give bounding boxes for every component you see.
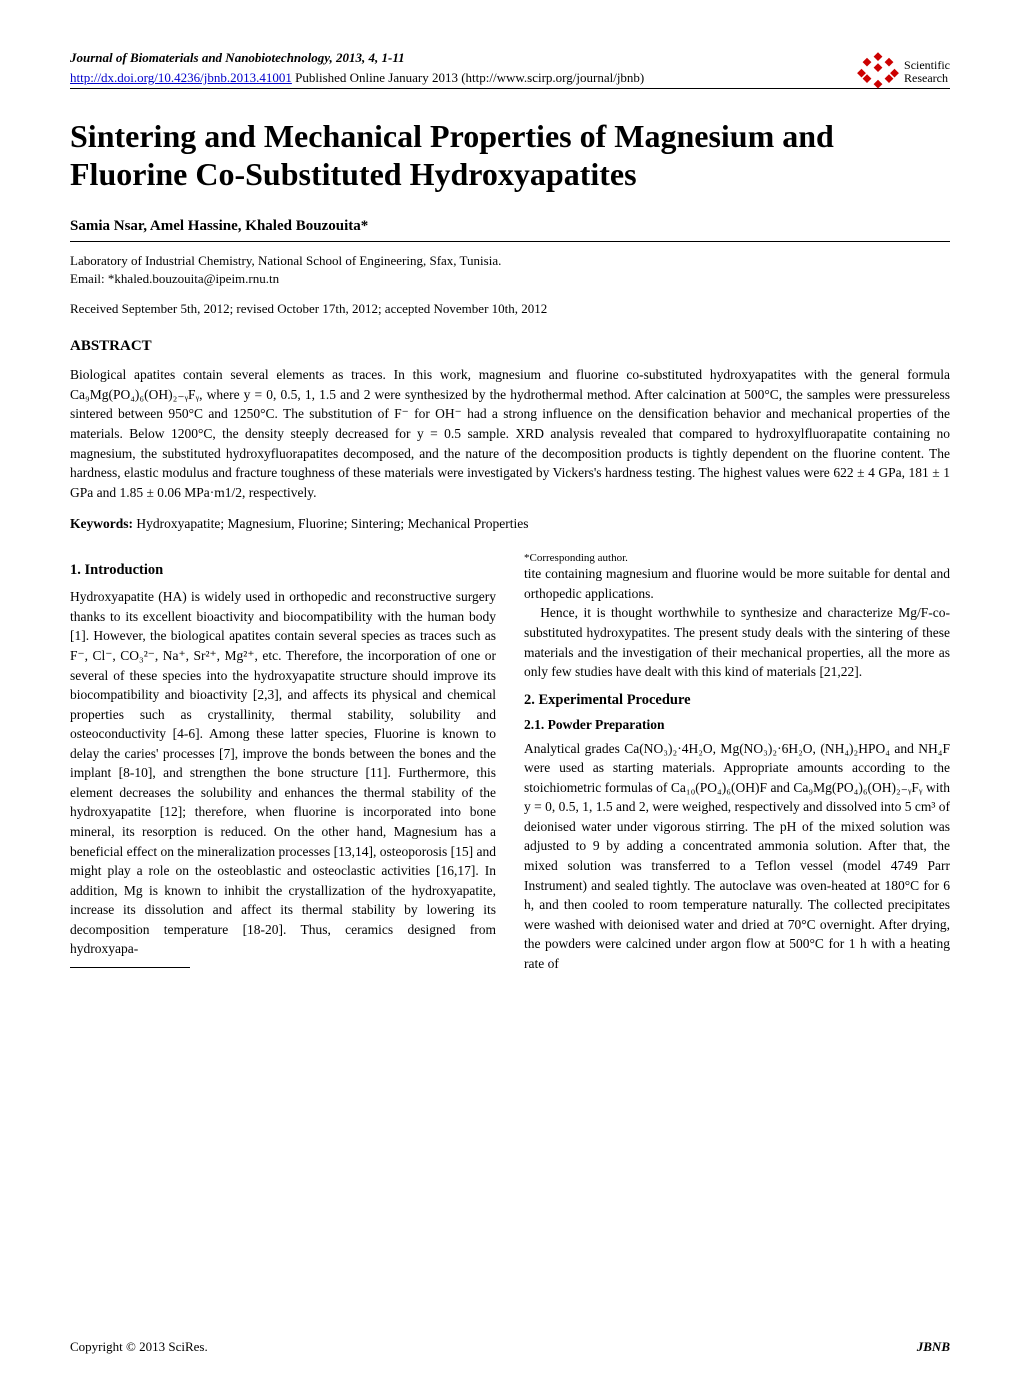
section-1-heading: 1. Introduction bbox=[70, 562, 496, 579]
keywords-label: Keywords: bbox=[70, 516, 136, 531]
intro-paragraph-2: tite containing magnesium and fluorine w… bbox=[524, 564, 950, 603]
paper-title: Sintering and Mechanical Properties of M… bbox=[70, 117, 950, 194]
copyright-footer: Copyright © 2013 SciRes. bbox=[70, 1339, 208, 1355]
doi-line: http://dx.doi.org/10.4236/jbnb.2013.4100… bbox=[70, 70, 950, 89]
email-address: *khaled.bouzouita@ipeim.rnu.tn bbox=[108, 271, 279, 286]
experimental-paragraph: Analytical grades Ca(NO₃)₂·4H₂O, Mg(NO₃)… bbox=[524, 739, 950, 974]
footnote-separator bbox=[70, 967, 190, 968]
journal-issue: Journal of Biomaterials and Nanobiotechn… bbox=[70, 50, 405, 66]
intro-paragraph-3: Hence, it is thought worthwhile to synth… bbox=[524, 603, 950, 681]
abstract-text: Biological apatites contain several elem… bbox=[70, 365, 950, 502]
section-2-heading: 2. Experimental Procedure bbox=[524, 692, 950, 709]
email-label: Email: bbox=[70, 271, 108, 286]
affiliation: Laboratory of Industrial Chemistry, Nati… bbox=[70, 252, 950, 270]
corresponding-author-footnote: *Corresponding author. bbox=[524, 552, 950, 564]
email-line: Email: *khaled.bouzouita@ipeim.rnu.tn bbox=[70, 270, 950, 288]
doi-link[interactable]: http://dx.doi.org/10.4236/jbnb.2013.4100… bbox=[70, 70, 292, 85]
authors: Samia Nsar, Amel Hassine, Khaled Bouzoui… bbox=[70, 218, 950, 242]
keywords-line: Keywords: Hydroxyapatite; Magnesium, Flu… bbox=[70, 516, 950, 532]
journal-abbrev-footer: JBNB bbox=[917, 1339, 950, 1355]
intro-paragraph-1: Hydroxyapatite (HA) is widely used in or… bbox=[70, 587, 496, 959]
section-2-1-heading: 2.1. Powder Preparation bbox=[524, 717, 950, 733]
dates: Received September 5th, 2012; revised Oc… bbox=[70, 300, 950, 318]
logo-text-line2: Research bbox=[904, 72, 950, 85]
publication-info: Published Online January 2013 (http://ww… bbox=[292, 70, 644, 85]
publisher-logo: Scientific Research bbox=[856, 50, 950, 94]
abstract-heading: ABSTRACT bbox=[70, 338, 950, 355]
keywords-values: Hydroxyapatite; Magnesium, Fluorine; Sin… bbox=[136, 516, 528, 531]
diamond-icon bbox=[856, 50, 900, 94]
